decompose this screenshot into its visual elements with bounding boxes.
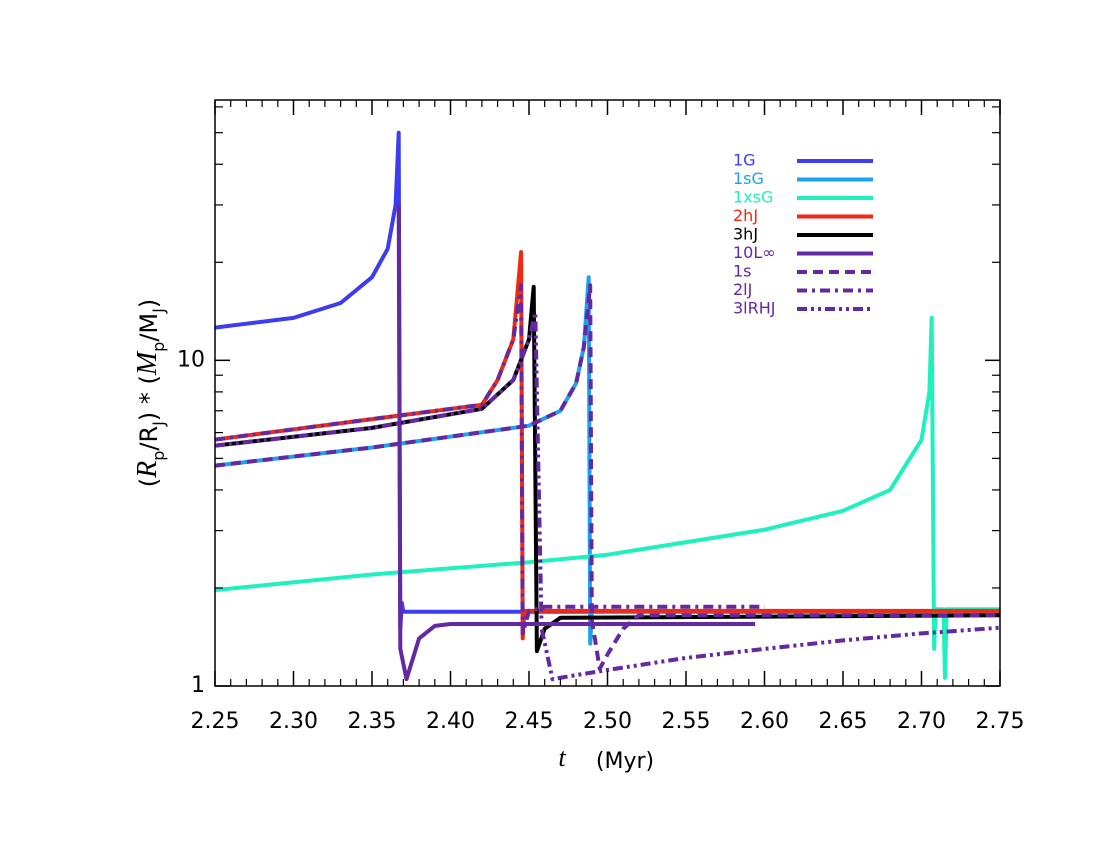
legend-label: 1xsG <box>733 188 773 207</box>
x-tick-label: 2.60 <box>740 709 789 734</box>
legend-label: 1sG <box>733 169 764 188</box>
y-label-part: /M <box>135 313 163 342</box>
legend-label: 1s <box>733 262 752 281</box>
y-tick-label: 1 <box>191 673 205 698</box>
x-tick-label: 2.65 <box>819 709 868 734</box>
y-label-part: ( <box>135 478 163 487</box>
plot-frame <box>214 99 1001 687</box>
series-line <box>215 284 1000 654</box>
series-line <box>215 315 1000 680</box>
plot-lines <box>215 130 1000 682</box>
x-tick-label: 2.70 <box>897 709 946 734</box>
x-tick-label: 2.35 <box>348 709 397 734</box>
series-line <box>215 283 1000 671</box>
x-tick-label: 2.50 <box>583 709 632 734</box>
x-tick-label: 2.30 <box>269 709 318 734</box>
y-label-part: ) <box>135 299 163 308</box>
x-label-unit: (Myr) <box>596 749 654 774</box>
x-tick-label: 2.25 <box>191 709 240 734</box>
y-label-part: ) * ( <box>135 375 163 421</box>
y-label-part: R <box>132 461 163 479</box>
y-label-part: J <box>149 421 168 427</box>
legend-label: 2hJ <box>733 206 758 225</box>
x-tick-label: 2.45 <box>505 709 554 734</box>
y-label-part: /R <box>135 426 163 451</box>
y-tick-label: 10 <box>177 347 205 372</box>
series-line <box>215 250 1000 641</box>
series-line <box>215 275 1000 646</box>
y-label-part: p <box>149 342 168 352</box>
x-tick-label: 2.40 <box>426 709 475 734</box>
x-tick-label: 2.55 <box>662 709 711 734</box>
y-label: (Rp/RJ) * (Mp/MJ) <box>132 299 168 487</box>
y-label-part: J <box>149 308 168 314</box>
legend-label: 2lJ <box>733 280 752 299</box>
legend-label: 1G <box>733 151 756 170</box>
x-tick-label: 2.75 <box>976 709 1025 734</box>
x-label-symbol: t <box>558 743 566 772</box>
series-line <box>215 310 1000 682</box>
y-label-part: M <box>132 350 163 376</box>
series-line <box>215 283 765 636</box>
legend-label: 3hJ <box>733 225 758 244</box>
legend-label: 3lRHJ <box>733 299 776 318</box>
series-line <box>396 204 756 682</box>
y-label-part: p <box>149 451 168 461</box>
series-line <box>215 130 1000 631</box>
legend-label: 10L∞ <box>733 243 776 262</box>
